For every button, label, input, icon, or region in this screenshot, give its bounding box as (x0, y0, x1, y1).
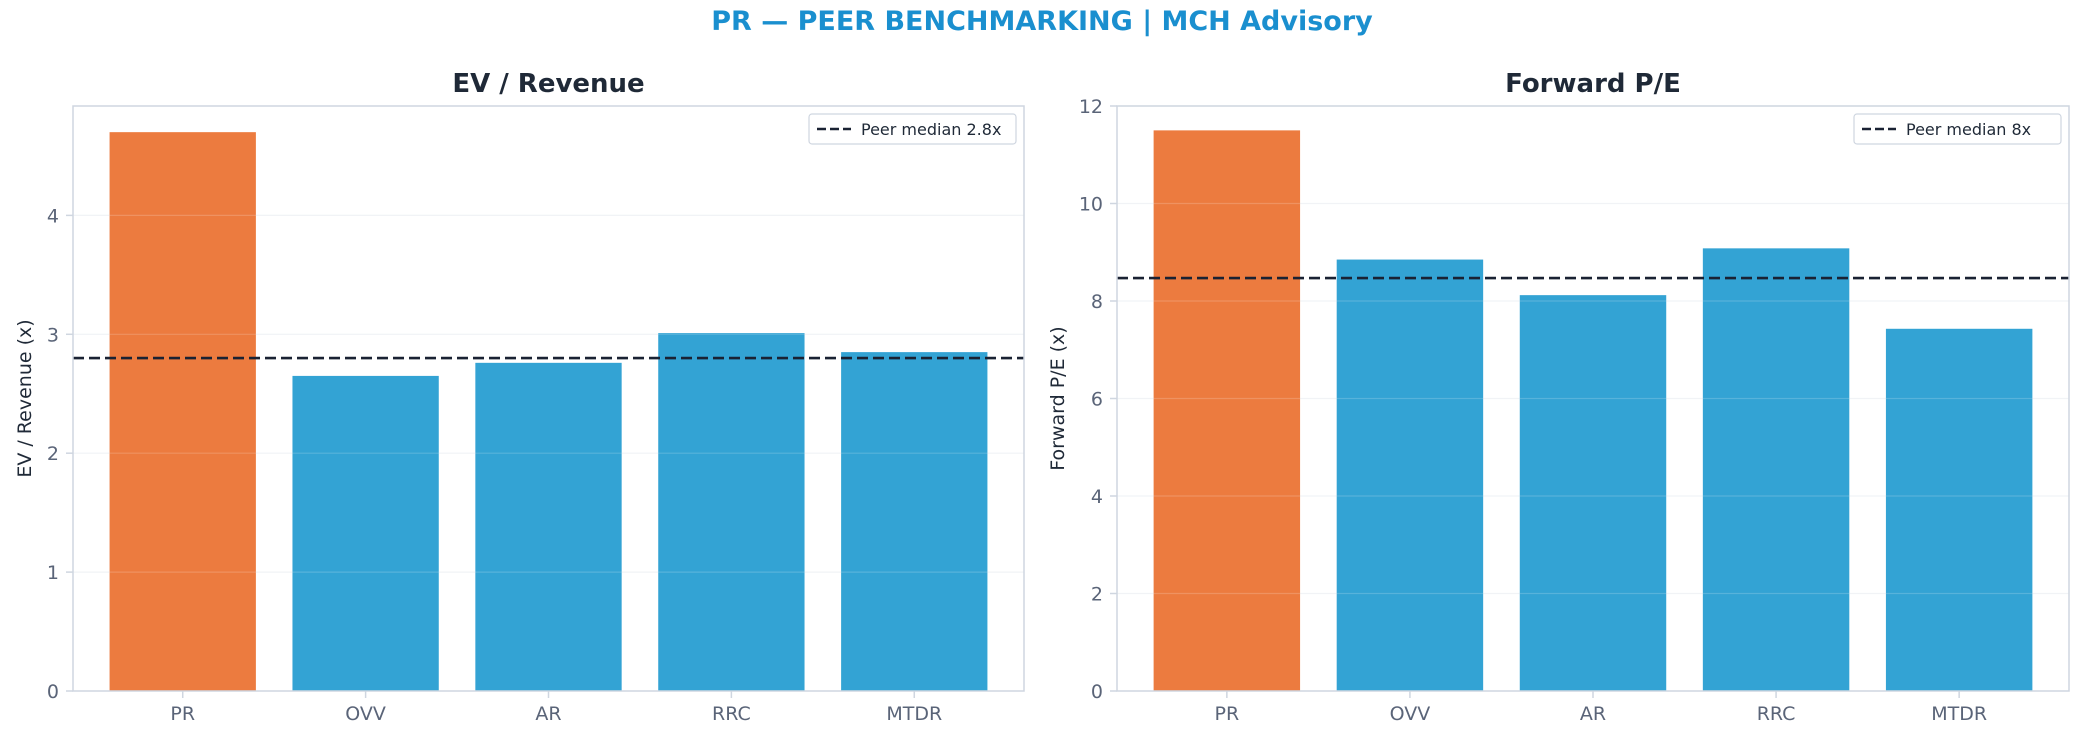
x-tick-label: MTDR (886, 703, 942, 725)
y-tick-label: 12 (1079, 96, 1103, 118)
legend-label: Peer median 2.8x (861, 120, 1001, 139)
y-tick-label: 1 (47, 562, 59, 584)
y-tick-label: 6 (1091, 389, 1103, 411)
bar-rrc (658, 333, 805, 691)
y-axis-title: EV / Revenue (x) (14, 319, 36, 477)
bar-mtdr (841, 352, 988, 691)
bar-pr (109, 132, 256, 691)
bar-ovv (292, 375, 439, 691)
bar-mtdr (1885, 328, 2033, 691)
x-tick-label: PR (170, 703, 195, 725)
panel-title: EV / Revenue (452, 69, 644, 99)
legend-box (1853, 113, 2062, 145)
x-tick-label: MTDR (1931, 703, 1987, 725)
panel-title: Forward P/E (1505, 69, 1681, 99)
bar-ovv (1336, 259, 1484, 691)
y-tick-label: 2 (1091, 584, 1103, 606)
figure-title: PR — PEER BENCHMARKING | MCH Advisory (711, 6, 1373, 37)
bar-ar (475, 362, 622, 691)
x-tick-label: OVV (345, 703, 386, 725)
y-tick-label: 0 (1091, 681, 1103, 703)
y-tick-label: 4 (47, 205, 59, 227)
chart-panel-2: Forward P/E 0 2 4 6 8 10 12 PR OVV AR RRC MTDR Forwar… (1047, 69, 2070, 725)
x-tick-label: AR (1580, 703, 1606, 725)
y-tick-label: 4 (1091, 486, 1103, 508)
x-tick-label: AR (535, 703, 561, 725)
x-tick-label: RRC (712, 703, 751, 725)
bar-pr (1153, 130, 1301, 691)
y-tick-label: 2 (47, 443, 59, 465)
x-tick-label: RRC (1757, 703, 1796, 725)
legend-box (808, 113, 1017, 145)
y-tick-label: 0 (47, 681, 59, 703)
y-tick-label: 3 (47, 324, 59, 346)
legend-label: Peer median 8x (1906, 120, 2031, 139)
chart-panel-1: EV / Revenue 0 1 2 3 4 PR OVV AR RRC MTDR EV / Reve… (14, 69, 1025, 725)
x-tick-label: OVV (1390, 703, 1431, 725)
y-tick-label: 8 (1091, 291, 1103, 313)
x-tick-label: PR (1215, 703, 1240, 725)
y-tick-label: 10 (1079, 194, 1103, 216)
bar-rrc (1702, 248, 1850, 691)
y-axis-title: Forward P/E (x) (1047, 326, 1069, 470)
bar-ar (1519, 295, 1667, 691)
